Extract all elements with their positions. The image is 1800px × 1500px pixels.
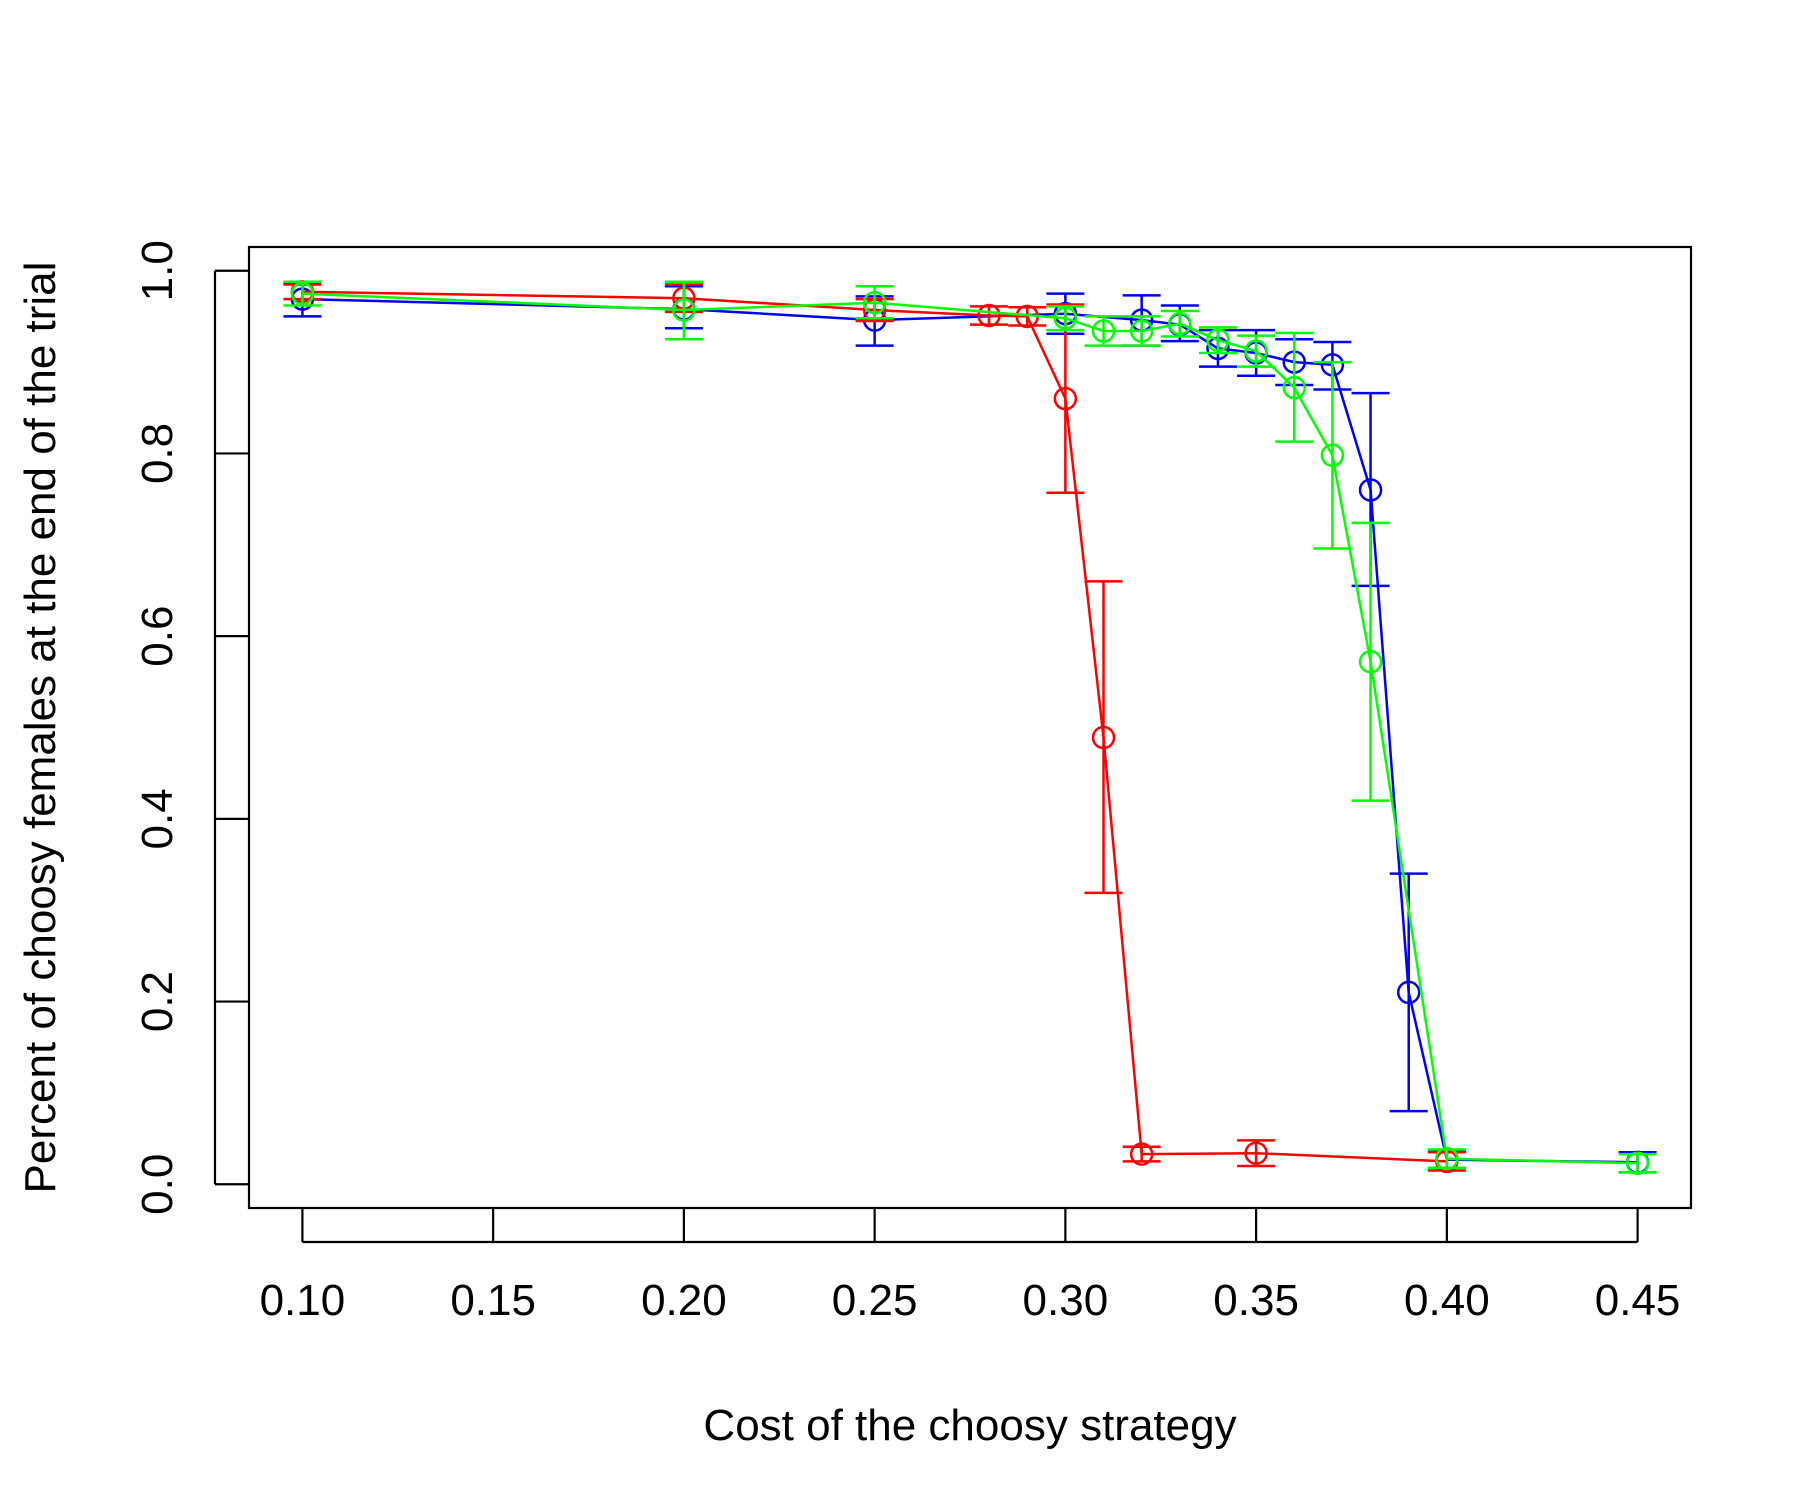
- y-tick-label: 1.0: [133, 240, 182, 301]
- data-point: [1320, 443, 1345, 468]
- x-tick-label: 0.35: [1213, 1276, 1299, 1325]
- error-bar: [1160, 309, 1199, 338]
- data-point: [977, 303, 1001, 328]
- y-tick-label: 0.8: [133, 423, 182, 484]
- error-bar: [1084, 580, 1123, 895]
- x-tick-label: 0.30: [1023, 1276, 1109, 1325]
- series-green: [283, 280, 1657, 1175]
- error-bar: [664, 280, 703, 341]
- y-tick-label: 0.2: [133, 971, 182, 1032]
- data-point: [1206, 328, 1230, 352]
- data-point: [1435, 1146, 1459, 1171]
- data-point: [1091, 319, 1116, 343]
- error-bar: [1427, 1148, 1466, 1170]
- x-tick-label: 0.40: [1404, 1276, 1490, 1325]
- data-point: [1053, 386, 1078, 411]
- error-bar: [1618, 1152, 1657, 1174]
- error-bar: [1275, 331, 1314, 443]
- data-point: [290, 281, 315, 306]
- y-tick-label: 0.6: [133, 606, 182, 667]
- series-line-red: [302, 290, 1447, 1163]
- x-tick-label: 0.20: [641, 1276, 727, 1325]
- y-tick-label: 0.4: [133, 788, 182, 849]
- plot-frame: [247, 245, 1693, 1210]
- error-bar: [1198, 326, 1237, 355]
- error-bar: [970, 305, 1009, 326]
- error-bar: [1313, 360, 1352, 550]
- data-point: [1396, 980, 1421, 1005]
- error-bar: [1237, 1139, 1276, 1168]
- x-axis: 0.10 0.15 0.20 0.25 0.30 0.35 0.40 0.45: [260, 1208, 1681, 1325]
- data-point: [1091, 725, 1116, 750]
- x-tick-label: 0.25: [832, 1276, 918, 1325]
- error-bar: [1046, 303, 1085, 494]
- x-tick-label: 0.10: [260, 1276, 346, 1325]
- error-bar: [1351, 521, 1390, 802]
- data-point: [1129, 319, 1154, 343]
- series-line-blue: [302, 297, 1638, 1164]
- data-point: [1244, 339, 1268, 363]
- data-point: [672, 298, 696, 322]
- x-tick-label: 0.15: [450, 1276, 536, 1325]
- data-point: [1129, 1142, 1154, 1166]
- data-point: [862, 290, 887, 315]
- y-axis: 0.0 0.2 0.4 0.6 0.8 1.0: [133, 240, 249, 1215]
- plot-area: [283, 280, 1657, 1175]
- data-point: [1625, 1151, 1650, 1175]
- data-point: [1244, 1141, 1268, 1165]
- data-point: [1053, 306, 1078, 331]
- x-tick-label: 0.45: [1595, 1276, 1681, 1325]
- data-point: [1282, 375, 1307, 400]
- y-axis-label: Percent of choosy females at the end of …: [16, 262, 65, 1194]
- x-axis-label: Cost of the choosy strategy: [703, 1401, 1236, 1450]
- error-bar: [1122, 1145, 1161, 1163]
- error-bar: [283, 280, 322, 307]
- data-point: [1358, 649, 1383, 674]
- y-tick-label: 0.0: [133, 1154, 182, 1215]
- data-point: [1168, 311, 1192, 336]
- series-line-green: [302, 292, 1638, 1165]
- data-point: [1358, 478, 1383, 502]
- error-bar: [1046, 305, 1085, 332]
